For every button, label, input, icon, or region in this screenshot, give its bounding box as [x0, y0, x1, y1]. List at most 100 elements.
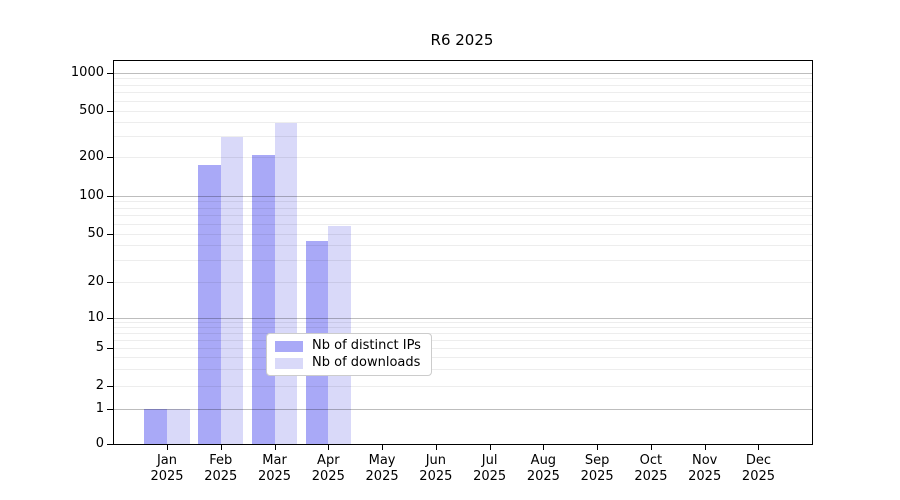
legend-entry: Nb of distinct IPs: [275, 339, 421, 353]
x-tick-year: 2025: [741, 469, 776, 484]
x-axis-tick: [328, 444, 330, 450]
major-gridline: [114, 408, 812, 410]
minor-gridline: [114, 368, 812, 370]
minor-gridline: [114, 245, 812, 247]
minor-gridline: [114, 156, 812, 158]
minor-gridline: [114, 215, 812, 217]
legend-label: Nb of downloads: [312, 355, 421, 370]
y-axis-tick: [107, 110, 114, 112]
x-tick-month: Aug: [530, 453, 557, 468]
bar-downloads: [167, 409, 190, 444]
x-axis-tick-label: Mar 2025: [235, 453, 315, 485]
x-tick-year: 2025: [634, 469, 668, 484]
x-axis-tick-label: Nov 2025: [665, 453, 745, 485]
minor-gridline: [114, 121, 812, 123]
x-axis-tick: [543, 444, 545, 450]
x-tick-year: 2025: [311, 469, 345, 484]
y-axis-tick: [107, 195, 114, 197]
legend: Nb of distinct IPs Nb of downloads: [266, 333, 432, 376]
minor-gridline: [114, 322, 812, 324]
x-axis-tick: [489, 444, 491, 450]
legend-swatch-icon: [275, 340, 303, 352]
minor-gridline: [114, 327, 812, 329]
y-axis-tick-label: 1000: [70, 65, 104, 80]
x-axis-tick-label: Jul 2025: [450, 453, 530, 485]
x-axis-tick-label: Feb 2025: [181, 453, 261, 485]
y-axis-tick-label: 5: [95, 340, 104, 355]
legend-entry: Nb of downloads: [275, 356, 421, 370]
y-axis-tick-label: 2: [95, 378, 104, 393]
x-tick-year: 2025: [473, 469, 507, 484]
minor-gridline: [114, 92, 812, 94]
x-tick-month: Dec: [745, 453, 772, 468]
x-axis-tick: [597, 444, 599, 450]
x-axis-tick: [435, 444, 437, 450]
legend-label: Nb of distinct IPs: [312, 338, 421, 353]
y-axis-tick-label: 50: [87, 226, 104, 241]
minor-gridline: [114, 100, 812, 102]
x-tick-year: 2025: [365, 469, 399, 484]
bar-distinct-ips: [144, 409, 167, 444]
minor-gridline: [114, 281, 812, 283]
x-tick-month: Apr: [317, 453, 340, 468]
x-axis-tick-label: Apr 2025: [288, 453, 368, 485]
y-axis-tick: [107, 156, 114, 158]
x-tick-year: 2025: [150, 469, 184, 484]
y-axis-tick: [107, 281, 114, 283]
minor-gridline: [114, 136, 812, 138]
y-axis-tick-label: 10: [87, 310, 104, 325]
x-tick-year: 2025: [526, 469, 560, 484]
x-tick-year: 2025: [419, 469, 453, 484]
minor-gridline: [114, 78, 812, 80]
bar-distinct-ips: [198, 164, 221, 444]
y-axis-tick-label: 1: [95, 401, 104, 416]
y-axis-tick: [107, 233, 114, 235]
major-gridline: [114, 72, 812, 74]
x-axis-tick: [167, 444, 168, 450]
major-gridline: [114, 317, 812, 319]
x-tick-month: Sep: [584, 453, 610, 468]
x-axis-tick-label: Oct 2025: [611, 453, 691, 485]
minor-gridline: [114, 84, 812, 86]
bar-distinct-ips: [251, 154, 275, 444]
y-axis-tick: [107, 443, 114, 445]
y-axis-tick-label: 100: [79, 188, 104, 203]
minor-gridline: [114, 223, 812, 225]
x-tick-year: 2025: [257, 469, 292, 484]
x-tick-month: May: [368, 453, 396, 468]
minor-gridline: [114, 339, 812, 341]
y-axis-tick-label: 20: [87, 274, 104, 289]
x-tick-month: Jul: [481, 453, 498, 468]
minor-gridline: [114, 356, 812, 358]
y-axis-tick: [107, 317, 114, 319]
x-axis-tick: [274, 444, 276, 450]
y-axis-tick: [107, 72, 114, 74]
x-tick-month: Jan: [156, 453, 178, 468]
y-axis-tick: [107, 408, 114, 410]
minor-gridline: [114, 260, 812, 262]
x-axis-tick: [704, 444, 706, 450]
x-axis-tick-label: Jun 2025: [396, 453, 476, 485]
bar-downloads: [274, 123, 298, 444]
y-axis-tick-label: 500: [79, 103, 104, 118]
legend-swatch-icon: [275, 357, 303, 369]
minor-gridline: [114, 201, 812, 203]
x-axis-tick-label: Sep 2025: [557, 453, 637, 485]
minor-gridline: [114, 207, 812, 209]
plot-area: 0 1 2 5 10 20 50 100 200 500 1000 Jan 2025 Feb 2025 Mar…: [71, 60, 813, 484]
x-tick-month: Feb: [209, 453, 233, 468]
minor-gridline: [114, 110, 812, 112]
x-axis-tick-label: May 2025: [342, 453, 422, 485]
minor-gridline: [114, 233, 812, 235]
y-axis-tick: [107, 385, 114, 387]
minor-gridline: [114, 347, 812, 349]
x-axis-tick-label: Aug 2025: [503, 453, 583, 485]
y-axis-tick: [107, 347, 114, 349]
x-tick-month: Jun: [425, 453, 446, 468]
x-tick-month: Mar: [262, 453, 287, 468]
bar-downloads: [220, 136, 244, 444]
y-axis-tick-label: 200: [79, 149, 104, 164]
x-axis-tick-label: Jan 2025: [127, 453, 207, 485]
x-axis-tick-label: Dec 2025: [718, 453, 798, 485]
